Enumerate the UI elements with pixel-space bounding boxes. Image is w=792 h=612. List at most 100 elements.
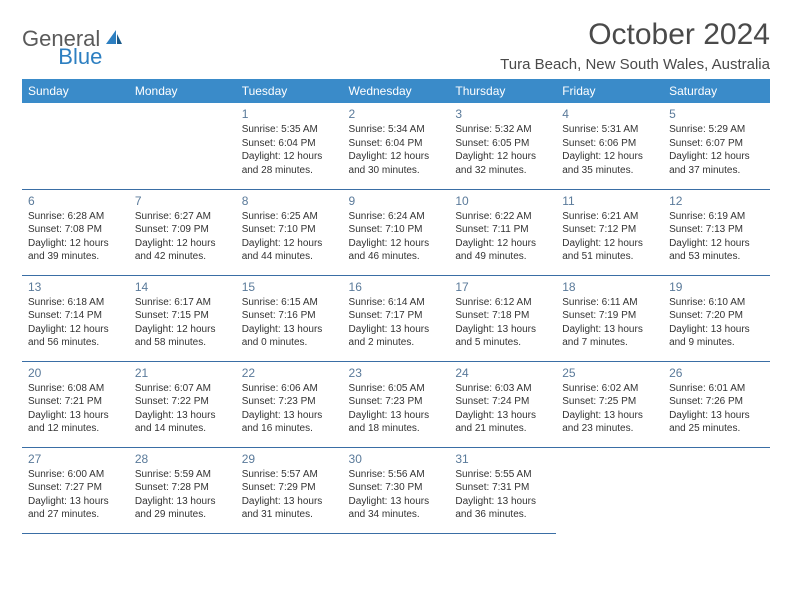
day-info-line: Sunset: 6:04 PM bbox=[242, 137, 337, 151]
logo-text-part2: Blue bbox=[58, 44, 102, 70]
day-info-line: Sunset: 7:30 PM bbox=[349, 481, 444, 495]
day-info: Sunrise: 6:00 AMSunset: 7:27 PMDaylight:… bbox=[28, 468, 123, 522]
day-info-line: Sunset: 7:16 PM bbox=[242, 309, 337, 323]
day-info-line: Daylight: 13 hours bbox=[669, 323, 764, 337]
day-info: Sunrise: 5:31 AMSunset: 6:06 PMDaylight:… bbox=[562, 123, 657, 177]
day-info-line: Sunset: 7:08 PM bbox=[28, 223, 123, 237]
day-info-line: Daylight: 13 hours bbox=[242, 409, 337, 423]
day-info-line: and 42 minutes. bbox=[135, 250, 230, 264]
day-info-line: and 25 minutes. bbox=[669, 422, 764, 436]
day-number: 8 bbox=[242, 194, 337, 208]
day-number: 27 bbox=[28, 452, 123, 466]
day-info-line: and 51 minutes. bbox=[562, 250, 657, 264]
day-number: 28 bbox=[135, 452, 230, 466]
day-info: Sunrise: 6:15 AMSunset: 7:16 PMDaylight:… bbox=[242, 296, 337, 350]
day-number: 22 bbox=[242, 366, 337, 380]
day-info-line: Sunset: 7:14 PM bbox=[28, 309, 123, 323]
calendar-cell: 11Sunrise: 6:21 AMSunset: 7:12 PMDayligh… bbox=[556, 189, 663, 275]
calendar-cell: 27 Sunrise: 6:00 AMSunset: 7:27 PMDayligh… bbox=[22, 447, 129, 533]
calendar-cell: 31 Sunrise: 5:55 AMSunset: 7:31 PMDayligh… bbox=[449, 447, 556, 533]
calendar-cell: 17 Sunrise: 6:12 AMSunset: 7:18 PMDayligh… bbox=[449, 275, 556, 361]
header: General Blue October 2024 Tura Beach, Ne… bbox=[22, 18, 770, 73]
day-info: Sunrise: 5:35 AMSunset: 6:04 PMDaylight:… bbox=[242, 123, 337, 177]
day-info: Sunrise: 6:07 AMSunset: 7:22 PMDaylight:… bbox=[135, 382, 230, 436]
day-info-line: Daylight: 12 hours bbox=[28, 323, 123, 337]
day-number: 13 bbox=[28, 280, 123, 294]
calendar-cell: 21 Sunrise: 6:07 AMSunset: 7:22 PMDayligh… bbox=[129, 361, 236, 447]
day-info: Sunrise: 6:12 AMSunset: 7:18 PMDaylight:… bbox=[455, 296, 550, 350]
calendar-cell: 15Sunrise: 6:15 AMSunset: 7:16 PMDayligh… bbox=[236, 275, 343, 361]
day-info-line: Sunset: 7:15 PM bbox=[135, 309, 230, 323]
calendar-cell: 2Sunrise: 5:34 AMSunset: 6:04 PMDaylight… bbox=[343, 103, 450, 189]
day-info: Sunrise: 5:55 AMSunset: 7:31 PMDaylight:… bbox=[455, 468, 550, 522]
day-info-line: and 30 minutes. bbox=[349, 164, 444, 178]
day-info-line: and 34 minutes. bbox=[349, 508, 444, 522]
calendar-cell bbox=[556, 447, 663, 533]
day-info-line: Daylight: 12 hours bbox=[669, 150, 764, 164]
day-info-line: and 49 minutes. bbox=[455, 250, 550, 264]
calendar-cell: 24Sunrise: 6:03 AMSunset: 7:24 PMDayligh… bbox=[449, 361, 556, 447]
day-number: 17 bbox=[455, 280, 550, 294]
day-number: 21 bbox=[135, 366, 230, 380]
calendar-cell: 13Sunrise: 6:18 AMSunset: 7:14 PMDayligh… bbox=[22, 275, 129, 361]
day-info-line: Daylight: 12 hours bbox=[349, 237, 444, 251]
day-info-line: Sunrise: 5:32 AM bbox=[455, 123, 550, 137]
calendar-cell: 14Sunrise: 6:17 AMSunset: 7:15 PMDayligh… bbox=[129, 275, 236, 361]
day-info-line: Sunset: 7:11 PM bbox=[455, 223, 550, 237]
day-info-line: and 21 minutes. bbox=[455, 422, 550, 436]
day-info-line: Sunset: 7:24 PM bbox=[455, 395, 550, 409]
day-info-line: Daylight: 12 hours bbox=[135, 237, 230, 251]
day-info-line: and 39 minutes. bbox=[28, 250, 123, 264]
calendar-cell: 29 Sunrise: 5:57 AMSunset: 7:29 PMDayligh… bbox=[236, 447, 343, 533]
calendar-cell: 1 Sunrise: 5:35 AMSunset: 6:04 PMDaylight… bbox=[236, 103, 343, 189]
day-info-line: Sunrise: 6:14 AM bbox=[349, 296, 444, 310]
day-info-line: and 56 minutes. bbox=[28, 336, 123, 350]
calendar-row: 13Sunrise: 6:18 AMSunset: 7:14 PMDayligh… bbox=[22, 275, 770, 361]
day-info-line: Sunrise: 5:59 AM bbox=[135, 468, 230, 482]
day-info-line: and 7 minutes. bbox=[562, 336, 657, 350]
day-info-line: Daylight: 12 hours bbox=[349, 150, 444, 164]
calendar-cell: 12Sunrise: 6:19 AMSunset: 7:13 PMDayligh… bbox=[663, 189, 770, 275]
day-number: 1 bbox=[242, 107, 337, 121]
day-info-line: Sunrise: 6:22 AM bbox=[455, 210, 550, 224]
day-info-line: Sunset: 7:13 PM bbox=[669, 223, 764, 237]
calendar-cell: 25Sunrise: 6:02 AMSunset: 7:25 PMDayligh… bbox=[556, 361, 663, 447]
day-number: 26 bbox=[669, 366, 764, 380]
day-info-line: Sunset: 7:28 PM bbox=[135, 481, 230, 495]
day-number: 5 bbox=[669, 107, 764, 121]
day-info-line: Sunset: 6:05 PM bbox=[455, 137, 550, 151]
day-info-line: Sunset: 7:22 PM bbox=[135, 395, 230, 409]
day-number: 29 bbox=[242, 452, 337, 466]
calendar-cell: 4Sunrise: 5:31 AMSunset: 6:06 PMDaylight… bbox=[556, 103, 663, 189]
day-info: Sunrise: 6:08 AMSunset: 7:21 PMDaylight:… bbox=[28, 382, 123, 436]
day-info-line: Sunrise: 6:00 AM bbox=[28, 468, 123, 482]
calendar-cell: 26Sunrise: 6:01 AMSunset: 7:26 PMDayligh… bbox=[663, 361, 770, 447]
weekday-header: Monday bbox=[129, 79, 236, 103]
day-info: Sunrise: 5:57 AMSunset: 7:29 PMDaylight:… bbox=[242, 468, 337, 522]
day-info: Sunrise: 5:59 AMSunset: 7:28 PMDaylight:… bbox=[135, 468, 230, 522]
calendar-cell: 18Sunrise: 6:11 AMSunset: 7:19 PMDayligh… bbox=[556, 275, 663, 361]
day-number: 11 bbox=[562, 194, 657, 208]
day-info-line: Sunset: 7:27 PM bbox=[28, 481, 123, 495]
day-info-line: Daylight: 12 hours bbox=[28, 237, 123, 251]
day-info: Sunrise: 6:17 AMSunset: 7:15 PMDaylight:… bbox=[135, 296, 230, 350]
day-info-line: Sunrise: 6:27 AM bbox=[135, 210, 230, 224]
day-info: Sunrise: 6:11 AMSunset: 7:19 PMDaylight:… bbox=[562, 296, 657, 350]
day-info-line: Sunset: 6:06 PM bbox=[562, 137, 657, 151]
day-info-line: and 46 minutes. bbox=[349, 250, 444, 264]
logo: General Blue bbox=[22, 18, 172, 52]
day-number: 31 bbox=[455, 452, 550, 466]
day-info-line: Sunrise: 6:01 AM bbox=[669, 382, 764, 396]
day-info-line: Sunset: 7:23 PM bbox=[242, 395, 337, 409]
calendar-cell: 22Sunrise: 6:06 AMSunset: 7:23 PMDayligh… bbox=[236, 361, 343, 447]
day-info-line: Sunset: 7:26 PM bbox=[669, 395, 764, 409]
day-info: Sunrise: 5:32 AMSunset: 6:05 PMDaylight:… bbox=[455, 123, 550, 177]
day-info: Sunrise: 5:56 AMSunset: 7:30 PMDaylight:… bbox=[349, 468, 444, 522]
day-info-line: Daylight: 13 hours bbox=[349, 409, 444, 423]
calendar-row: 27 Sunrise: 6:00 AMSunset: 7:27 PMDayligh… bbox=[22, 447, 770, 533]
day-info-line: Daylight: 12 hours bbox=[455, 150, 550, 164]
day-info-line: Sunset: 7:23 PM bbox=[349, 395, 444, 409]
calendar-row: 1 Sunrise: 5:35 AMSunset: 6:04 PMDaylight… bbox=[22, 103, 770, 189]
day-number: 19 bbox=[669, 280, 764, 294]
day-number: 30 bbox=[349, 452, 444, 466]
